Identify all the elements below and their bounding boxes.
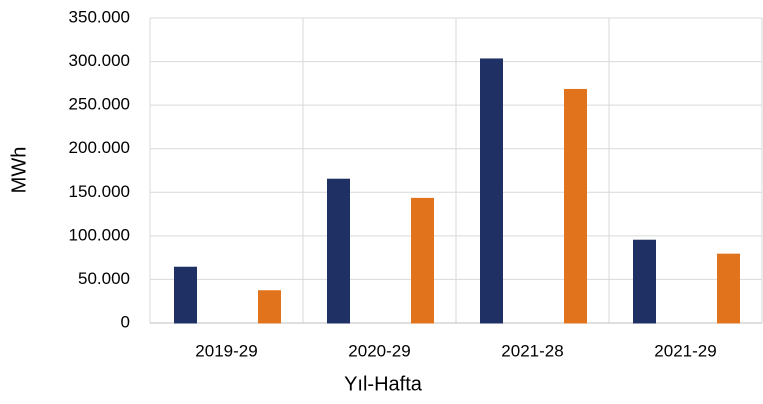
y-tick-label: 150.000 — [69, 182, 130, 201]
y-tick-label: 300.000 — [69, 51, 130, 70]
bar — [633, 239, 656, 324]
bar — [411, 197, 434, 324]
y-axis-label: MWh — [8, 147, 30, 194]
x-tick-label: 2019-29 — [195, 341, 257, 360]
x-tick-label: 2021-29 — [654, 341, 716, 360]
y-tick-label: 0 — [121, 312, 130, 331]
y-tick-label: 50.000 — [78, 269, 130, 288]
bar — [258, 290, 281, 324]
bar — [327, 178, 350, 324]
y-tick-label: 250.000 — [69, 95, 130, 114]
bar — [564, 88, 587, 324]
bar — [717, 253, 740, 324]
bar — [174, 266, 197, 324]
y-tick-label: 100.000 — [69, 225, 130, 244]
y-tick-label: 200.000 — [69, 138, 130, 157]
y-tick-label: 350.000 — [69, 7, 130, 26]
bar — [480, 58, 503, 324]
x-tick-label: 2021-28 — [501, 341, 563, 360]
x-tick-label: 2020-29 — [348, 341, 410, 360]
x-axis-label: Yıl-Hafta — [344, 373, 423, 395]
